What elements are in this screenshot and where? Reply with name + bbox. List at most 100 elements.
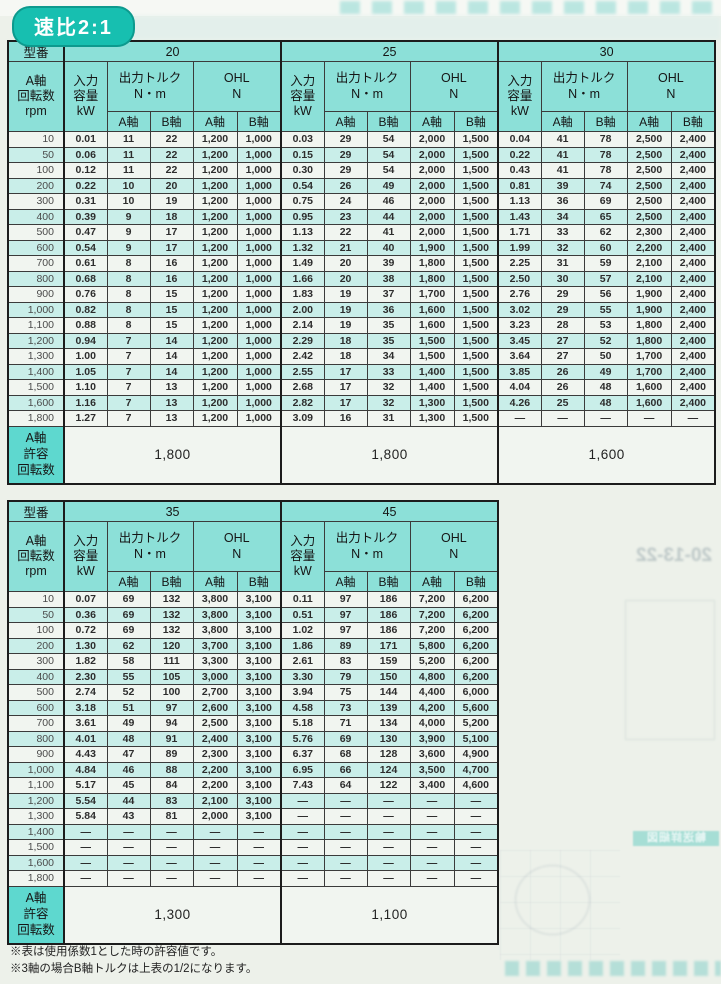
value-cell: — (280, 839, 325, 856)
value-cell: 26 (540, 363, 585, 380)
value-cell: 27 (540, 348, 585, 365)
value-cell: 2,100 (192, 792, 238, 809)
value-cell: 49 (366, 177, 411, 194)
value-cell: 0.30 (280, 162, 325, 179)
value-cell: 4,900 (453, 746, 499, 763)
value-cell: 22 (149, 162, 194, 179)
value-cell: 35 (366, 317, 411, 334)
value-cell: 0.11 (280, 591, 325, 608)
value-cell: — (106, 839, 151, 856)
allowable-speed-value: 1,600 (497, 425, 716, 485)
value-cell: 1.43 (497, 208, 542, 225)
value-cell: 6,200 (453, 653, 499, 670)
value-cell: 7.43 (280, 777, 325, 794)
value-cell: 83 (323, 653, 368, 670)
value-cell: 89 (149, 746, 194, 763)
value-cell: 0.12 (63, 162, 108, 179)
value-cell: 5,800 (409, 637, 455, 654)
value-cell: 3,100 (236, 746, 282, 763)
value-cell: 2,400 (670, 286, 716, 303)
value-cell: 78 (583, 131, 628, 148)
value-cell: 3,100 (236, 777, 282, 794)
value-cell: 122 (366, 777, 411, 794)
value-cell: 2.50 (497, 270, 542, 287)
value-cell: 2,400 (670, 363, 716, 380)
value-cell: 29 (540, 286, 585, 303)
value-cell: 3,100 (236, 761, 282, 778)
value-cell: 17 (149, 239, 194, 256)
value-cell: 1,200 (192, 348, 238, 365)
spec-row: 50 0.06 11 22 1,200 1,000 0.15 29 54 2,000 1,500 0.… (7, 146, 716, 163)
value-cell: 1,800 (409, 270, 455, 287)
value-cell: 2,400 (670, 146, 716, 163)
value-cell: 4,800 (409, 668, 455, 685)
value-cell: — (236, 839, 282, 856)
value-cell: 34 (366, 348, 411, 365)
value-cell: 1,600 (626, 394, 672, 411)
value-cell: 43 (106, 808, 151, 825)
value-cell: 2,300 (626, 224, 672, 241)
value-cell: — (366, 854, 411, 871)
value-cell: 2,400 (670, 332, 716, 349)
value-cell: 7 (106, 332, 151, 349)
b-axis-header: B軸 (366, 571, 411, 592)
spec-row: 800 0.68 8 16 1,200 1,000 1.66 20 38 1,800 1,500 2.… (7, 270, 716, 287)
value-cell: 6.37 (280, 746, 325, 763)
a-axis-header: A軸 (323, 571, 368, 592)
value-cell: 6,000 (453, 684, 499, 701)
rpm-cell: 700 (7, 255, 65, 272)
value-cell: 69 (106, 606, 151, 623)
value-cell: 6.95 (280, 761, 325, 778)
spec-row: 300 1.82 58 111 3,300 3,100 2.61 83 159 5,200 6,20… (7, 653, 499, 670)
output-torque-header: 出力トルク N・m (540, 61, 628, 112)
value-cell: 14 (149, 348, 194, 365)
value-cell: 2,000 (409, 224, 455, 241)
value-cell: 4.26 (497, 394, 542, 411)
output-torque-header: 出力トルク N・m (323, 521, 411, 572)
value-cell: 139 (366, 699, 411, 716)
value-cell: — (626, 410, 672, 427)
value-cell: 1.71 (497, 224, 542, 241)
spec-row: 500 2.74 52 100 2,700 3,100 3.94 75 144 4,400 6,00… (7, 684, 499, 701)
value-cell: 1,200 (192, 270, 238, 287)
value-cell: — (366, 792, 411, 809)
value-cell: 1,700 (409, 286, 455, 303)
rpm-cell: 300 (7, 193, 65, 210)
bleedthrough-drawing-box (625, 600, 715, 740)
spec-row: 1,400— — — — — — — — — — (7, 823, 499, 840)
value-cell: 38 (366, 270, 411, 287)
b-axis-header: B軸 (236, 111, 282, 132)
rpm-cell: 1,500 (7, 839, 65, 856)
value-cell: 32 (540, 239, 585, 256)
value-cell: 40 (366, 239, 411, 256)
allowable-speed-label: A軸 許容 回転数 (7, 885, 65, 945)
value-cell: 7 (106, 348, 151, 365)
rpm-cell: 1,600 (7, 854, 65, 871)
value-cell: — (280, 823, 325, 840)
value-cell: 1,500 (453, 317, 499, 334)
value-cell: — (149, 854, 194, 871)
value-cell: 2.25 (497, 255, 542, 272)
value-cell: 1,800 (626, 332, 672, 349)
value-cell: — (236, 854, 282, 871)
value-cell: — (409, 870, 455, 887)
value-cell: 81 (149, 808, 194, 825)
value-cell: 4,200 (409, 699, 455, 716)
value-cell: 1,600 (626, 379, 672, 396)
value-cell: 1.82 (63, 653, 108, 670)
value-cell: 15 (149, 301, 194, 318)
value-cell: 51 (106, 699, 151, 716)
bleedthrough-page-ref: 20-13-22 (635, 545, 713, 566)
value-cell: — (63, 839, 108, 856)
spec-row: 600 0.54 9 17 1,200 1,000 1.32 21 40 1,900 1,500 1.… (7, 239, 716, 256)
spec-row: 1,000 4.84 46 88 2,200 3,100 6.95 66 124 3,500 4,7… (7, 761, 499, 778)
ohl-header: OHL N (409, 61, 499, 112)
value-cell: 186 (366, 606, 411, 623)
rpm-cell: 100 (7, 162, 65, 179)
value-cell: 6,200 (453, 591, 499, 608)
value-cell: 1,000 (236, 379, 282, 396)
value-cell: 57 (583, 270, 628, 287)
value-cell: 1,000 (236, 394, 282, 411)
value-cell: — (192, 823, 238, 840)
rpm-cell: 1,200 (7, 332, 65, 349)
